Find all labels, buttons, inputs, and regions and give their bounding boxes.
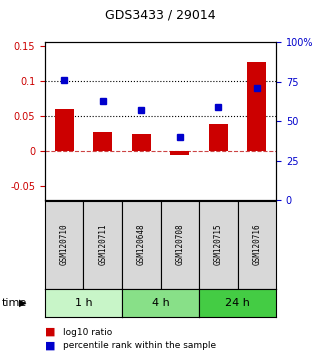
Text: 1 h: 1 h bbox=[75, 298, 92, 308]
Text: GSM120716: GSM120716 bbox=[252, 224, 261, 266]
Text: time: time bbox=[2, 298, 27, 308]
Text: GSM120708: GSM120708 bbox=[175, 224, 184, 266]
Text: GSM120648: GSM120648 bbox=[137, 224, 146, 266]
Bar bbox=[132, 134, 151, 151]
Text: ▶: ▶ bbox=[19, 298, 27, 308]
Text: GSM120715: GSM120715 bbox=[214, 224, 223, 266]
Text: GSM120711: GSM120711 bbox=[98, 224, 107, 266]
Bar bbox=[170, 151, 189, 154]
Bar bbox=[55, 109, 74, 151]
Text: GDS3433 / 29014: GDS3433 / 29014 bbox=[105, 9, 216, 22]
Bar bbox=[247, 62, 266, 151]
Bar bbox=[209, 124, 228, 151]
Text: ■: ■ bbox=[45, 327, 56, 337]
Bar bbox=[93, 132, 112, 151]
Text: 24 h: 24 h bbox=[225, 298, 250, 308]
Text: percentile rank within the sample: percentile rank within the sample bbox=[63, 341, 216, 350]
Text: log10 ratio: log10 ratio bbox=[63, 327, 112, 337]
Text: 4 h: 4 h bbox=[152, 298, 169, 308]
Text: GSM120710: GSM120710 bbox=[60, 224, 69, 266]
Text: ■: ■ bbox=[45, 340, 56, 350]
